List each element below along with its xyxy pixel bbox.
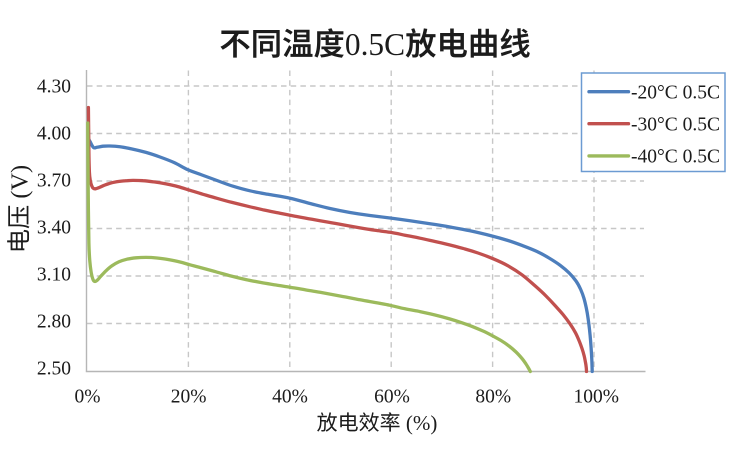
- svg-text:100%: 100%: [574, 387, 620, 408]
- svg-text:-20°C 0.5C: -20°C 0.5C: [631, 82, 720, 103]
- svg-text:(%): (%): [406, 411, 437, 435]
- svg-text:3.40: 3.40: [37, 218, 71, 239]
- svg-text:40%: 40%: [272, 387, 308, 408]
- svg-text:-40°C 0.5C: -40°C 0.5C: [631, 147, 720, 168]
- svg-text:3.10: 3.10: [37, 265, 71, 286]
- svg-text:3.70: 3.70: [37, 171, 71, 192]
- svg-text:(V): (V): [7, 165, 34, 199]
- svg-text:2.80: 2.80: [37, 312, 71, 333]
- svg-text:80%: 80%: [475, 387, 511, 408]
- svg-text:2.50: 2.50: [37, 359, 71, 380]
- svg-text:-30°C 0.5C: -30°C 0.5C: [631, 114, 720, 135]
- svg-text:60%: 60%: [374, 387, 410, 408]
- svg-text:4.30: 4.30: [37, 77, 71, 98]
- svg-text:0%: 0%: [75, 387, 101, 408]
- svg-text:20%: 20%: [171, 387, 207, 408]
- svg-text:0.5C: 0.5C: [345, 27, 405, 62]
- svg-text:4.00: 4.00: [37, 124, 71, 145]
